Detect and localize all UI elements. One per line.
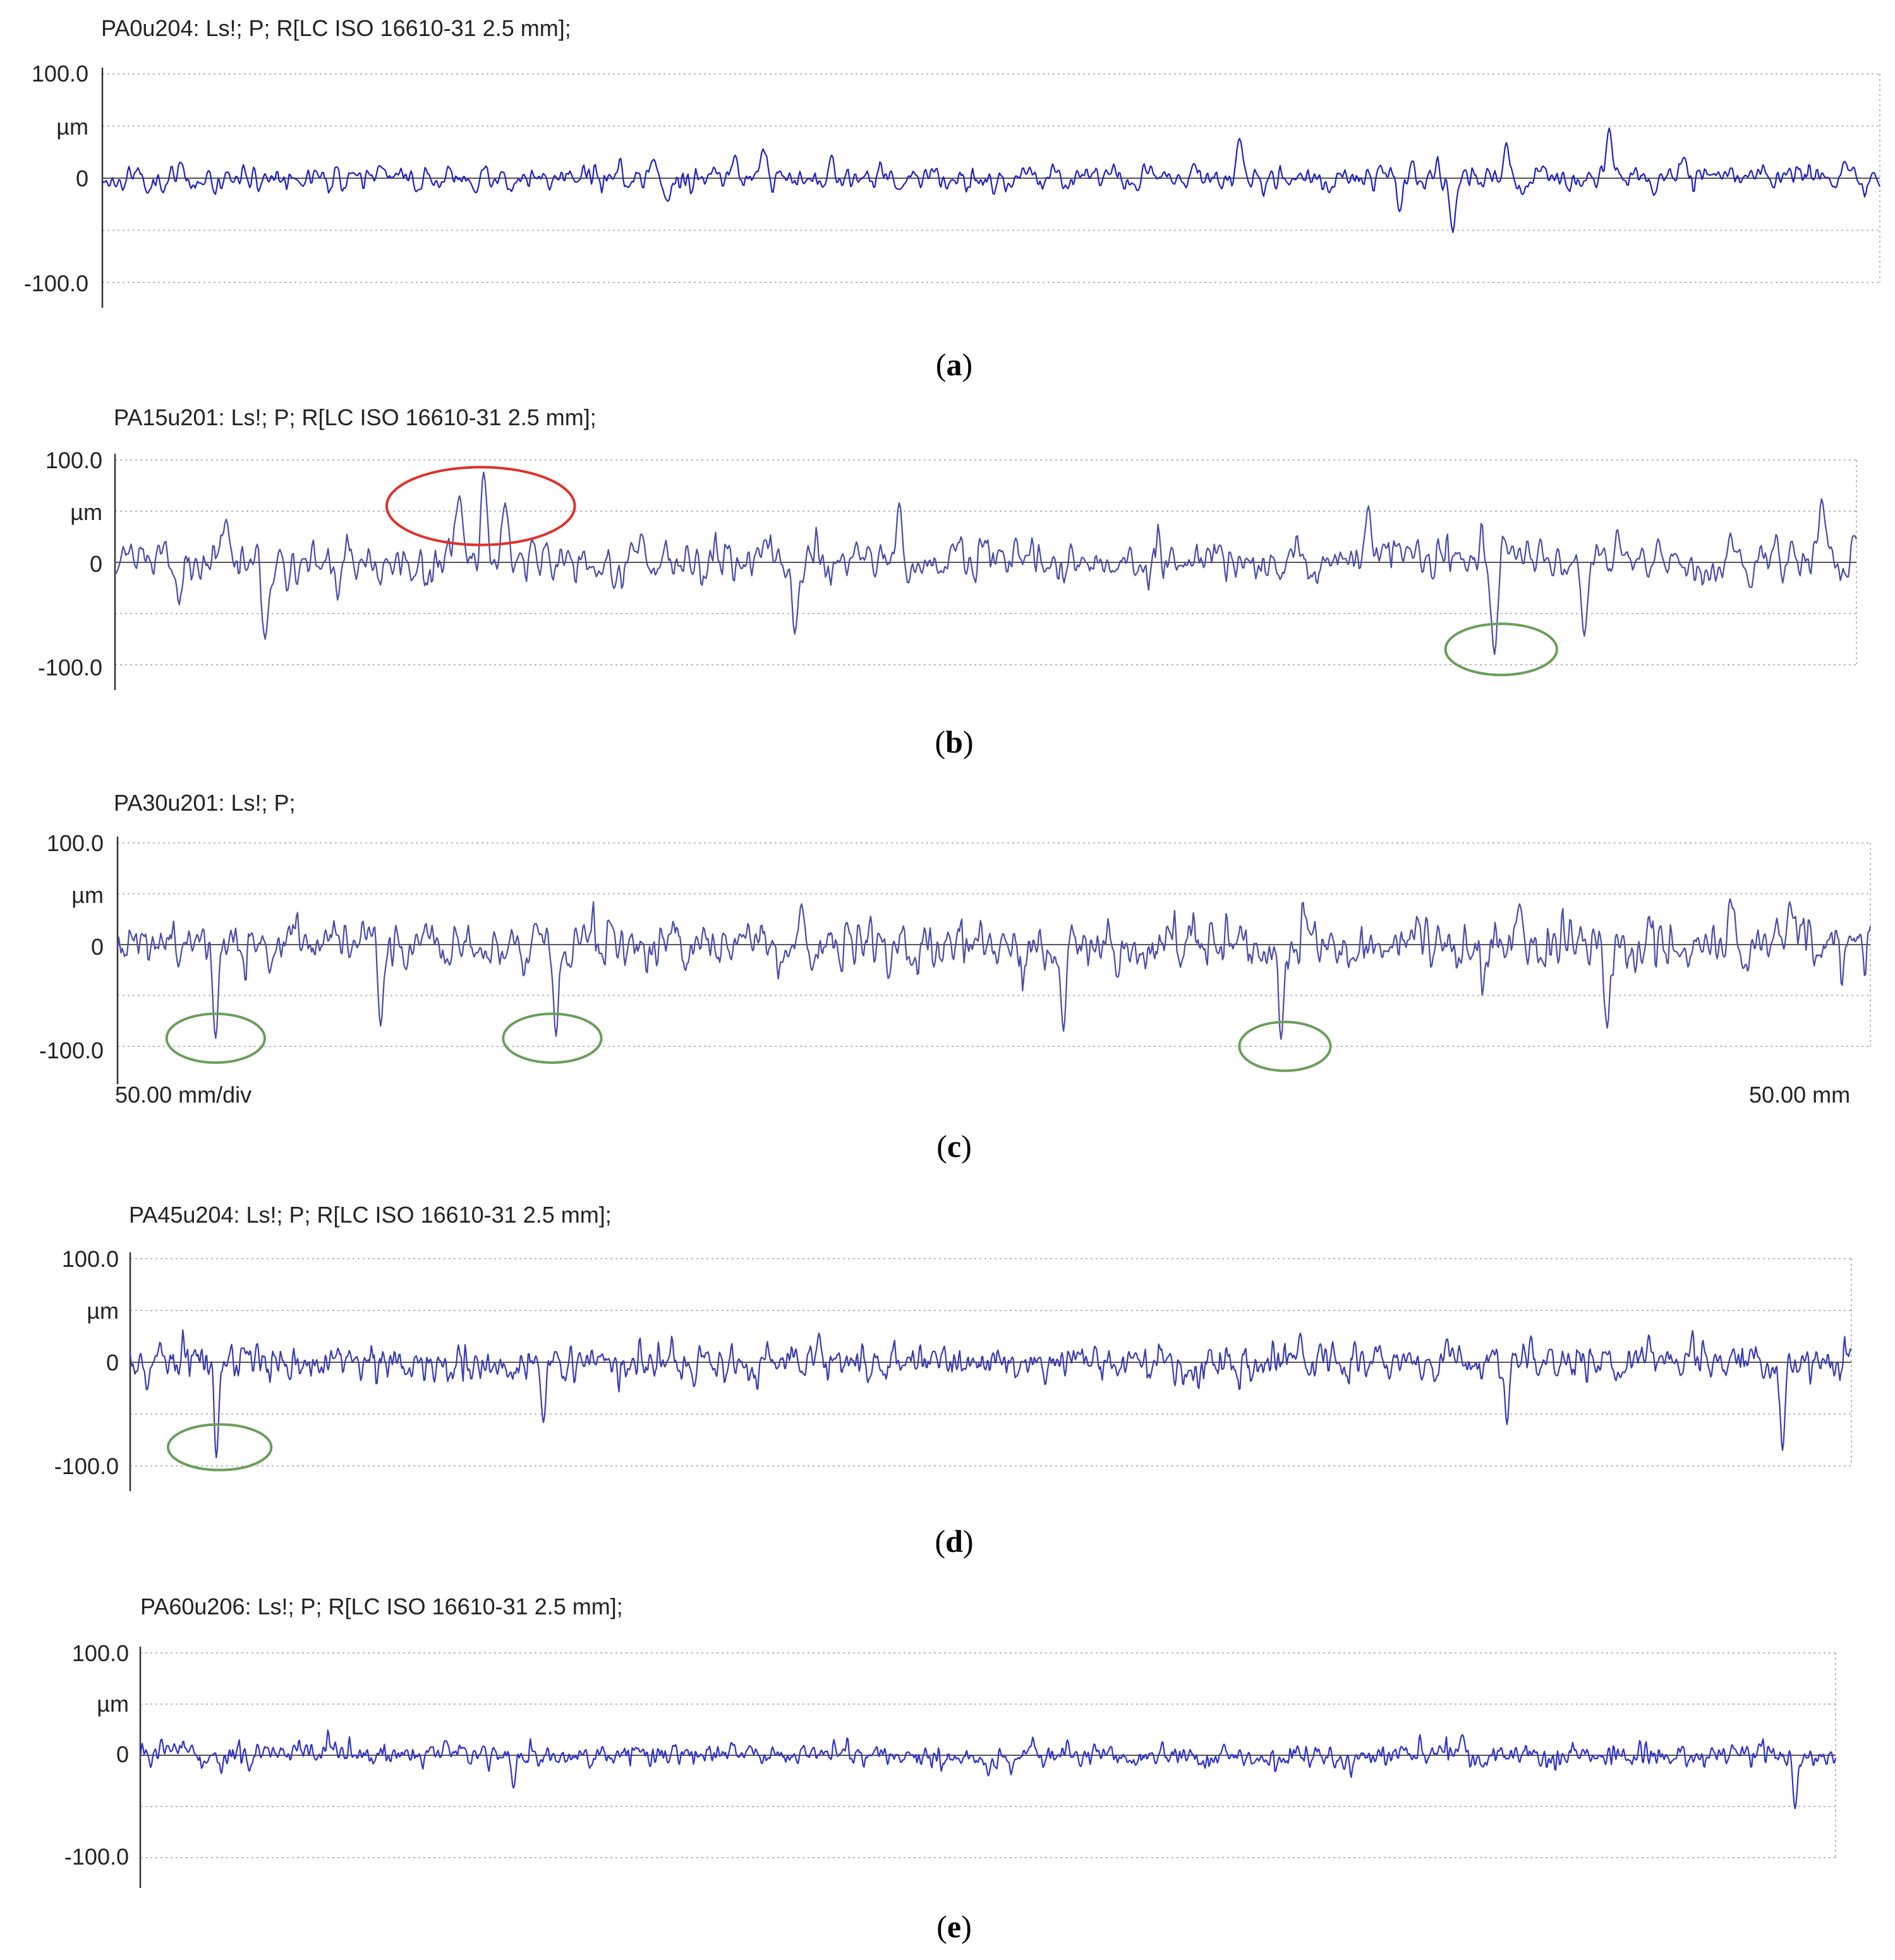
chart-title: PA45u204: Ls!; P; R[LC ISO 16610-31 2.5 … bbox=[129, 1202, 612, 1228]
y-tick-label: -100.0 bbox=[23, 270, 88, 296]
panel-caption: (d) bbox=[935, 1523, 974, 1559]
y-axis-unit: µm bbox=[71, 882, 104, 908]
highlight-ellipse bbox=[385, 466, 576, 547]
panel-caption: (a) bbox=[935, 347, 973, 382]
profile-line bbox=[102, 127, 1881, 233]
chart-panel-d: PA45u204: Ls!; P; R[LC ISO 16610-31 2.5 … bbox=[0, 1188, 1895, 1580]
highlight-ellipse bbox=[1238, 1020, 1332, 1072]
plot-area bbox=[116, 837, 1872, 1084]
y-tick-label: -100.0 bbox=[54, 1453, 119, 1479]
chart-panel-e: PA60u206: Ls!; P; R[LC ISO 16610-31 2.5 … bbox=[0, 1580, 1895, 1960]
y-tick-label: 0 bbox=[89, 551, 102, 577]
y-axis-unit: µm bbox=[70, 499, 102, 525]
plot-area bbox=[129, 1252, 1852, 1491]
x-range-label: 50.00 mm bbox=[1749, 1082, 1851, 1108]
chart-panel-b: PA15u201: Ls!; P; R[LC ISO 16610-31 2.5 … bbox=[0, 392, 1895, 771]
panel-caption: (c) bbox=[936, 1128, 972, 1164]
y-tick-label: -100.0 bbox=[39, 1037, 104, 1063]
profile-line bbox=[114, 471, 1858, 655]
plot-area bbox=[139, 1647, 1837, 1888]
y-tick-label: 100.0 bbox=[45, 447, 102, 473]
y-tick-label: 0 bbox=[75, 166, 88, 191]
highlight-ellipse bbox=[502, 1012, 603, 1064]
y-tick-label: 100.0 bbox=[46, 830, 104, 856]
y-axis-unit: µm bbox=[87, 1298, 119, 1324]
chart-title: PA15u201: Ls!; P; R[LC ISO 16610-31 2.5 … bbox=[114, 404, 596, 430]
y-tick-label: -100.0 bbox=[37, 655, 102, 681]
chart-title: PA60u206: Ls!; P; R[LC ISO 16610-31 2.5 … bbox=[140, 1594, 623, 1619]
profile-line bbox=[116, 898, 1872, 1040]
panel-caption: (b) bbox=[935, 724, 974, 759]
plot-area bbox=[101, 68, 1881, 308]
highlight-ellipse bbox=[1444, 622, 1558, 677]
y-axis-unit: µm bbox=[97, 1691, 129, 1717]
y-tick-label: 100.0 bbox=[71, 1640, 129, 1666]
highlight-ellipse bbox=[165, 1012, 267, 1064]
y-tick-label: 100.0 bbox=[61, 1246, 119, 1272]
plot-area bbox=[114, 454, 1858, 690]
panel-caption: (e) bbox=[936, 1909, 972, 1944]
highlight-ellipse bbox=[166, 1423, 273, 1472]
y-tick-label: 0 bbox=[106, 1350, 119, 1376]
chart-title: PA30u201: Ls!; P; bbox=[114, 790, 296, 816]
chart-title: PA0u204: Ls!; P; R[LC ISO 16610-31 2.5 m… bbox=[101, 15, 571, 41]
x-scale-label: 50.00 mm/div bbox=[115, 1082, 252, 1108]
y-tick-label: -100.0 bbox=[64, 1844, 129, 1870]
profile-line bbox=[139, 1729, 1837, 1810]
y-axis-unit: µm bbox=[56, 114, 88, 140]
chart-panel-c: PA30u201: Ls!; P; 100.0 µm 0 -100.0 50.0… bbox=[0, 777, 1895, 1182]
y-tick-label: 100.0 bbox=[31, 61, 88, 87]
chart-panel-a: PA0u204: Ls!; P; R[LC ISO 16610-31 2.5 m… bbox=[0, 0, 1895, 382]
profile-line bbox=[129, 1329, 1852, 1458]
y-tick-label: 0 bbox=[90, 934, 104, 960]
y-tick-label: 0 bbox=[116, 1741, 129, 1767]
